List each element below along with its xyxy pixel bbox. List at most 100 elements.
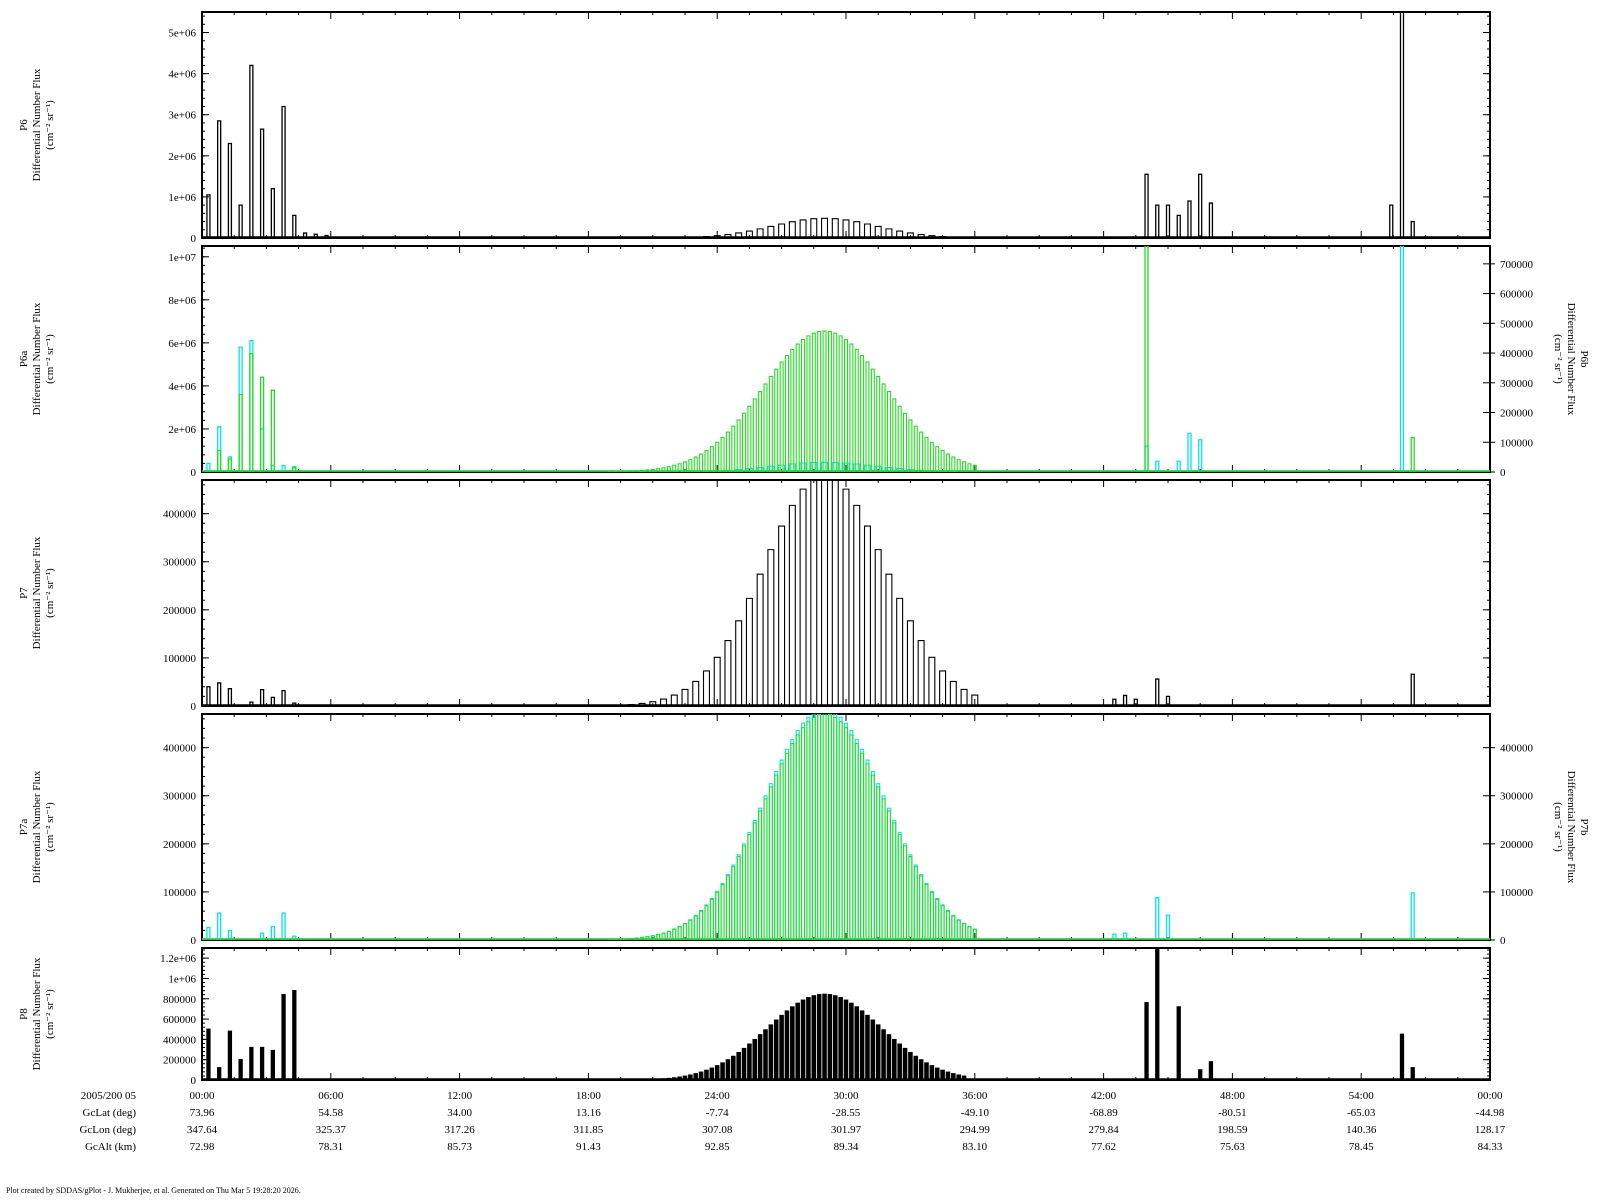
spike [259,932,265,940]
ephemeris-value: 279.84 [1088,1124,1119,1136]
pulse [756,466,764,472]
spike [249,64,254,238]
pulse [863,525,871,706]
ephemeris-value: 311.85 [573,1124,603,1136]
pulse [892,398,897,472]
spike [1122,694,1128,706]
bar [849,1002,854,1080]
spike [227,142,233,238]
pulse [935,446,940,472]
pulse [774,774,779,940]
spike [1399,246,1405,472]
spike [1144,1002,1149,1080]
y-tick-label: 400000 [163,509,197,521]
pulse [874,225,882,238]
pulse [752,398,757,472]
pulse [940,450,945,472]
bar [747,1043,752,1080]
spike [227,929,233,940]
pulse [896,597,904,706]
time-tick-label: 30:00 [833,1090,859,1102]
pulse [885,573,893,706]
right-axis-label-line: P6b [1578,350,1590,368]
bar [688,1074,693,1080]
bar [720,1062,725,1080]
pulse [661,932,666,940]
y-tick-label: 4e+06 [168,69,196,81]
left-axis-label-line: (cm⁻² sr⁻¹) [44,334,56,384]
pulse [767,549,775,706]
pulse [640,469,645,472]
pulse [756,228,764,238]
spike [270,188,275,238]
pulse [617,704,625,706]
pulse [870,774,875,940]
spike [249,701,254,706]
pulse [747,405,752,472]
pulse [767,465,775,472]
ephemeris-value: 140.36 [1346,1124,1377,1136]
pulse [713,235,721,238]
y2-tick-label: 0 [1500,467,1506,479]
time-tick-label: 36:00 [962,1090,988,1102]
pulse [704,905,709,940]
pulse [692,680,700,706]
pulse [629,937,634,940]
pulse [784,354,789,472]
left-axis-label-line: (cm⁻² sr⁻¹) [44,568,56,618]
bar [811,995,817,1080]
plot-footer: Plot created by SDDAS/gPlot - J. Mukherj… [6,1186,301,1195]
pulse [756,573,764,706]
time-tick-label: 18:00 [576,1090,602,1102]
spike [238,1059,243,1080]
pulse [929,891,934,940]
series-0 [202,714,1490,940]
pulse [897,405,902,472]
bar [650,1079,656,1080]
left-axis-label-line: (cm⁻² sr⁻¹) [44,989,56,1039]
bar [934,1067,940,1080]
pulse [962,923,967,940]
y2-tick-label: 600000 [1500,289,1534,301]
spike [313,233,318,238]
pulse [908,419,913,472]
pulse [967,926,972,940]
y-tick-label: 200000 [163,605,197,617]
spike [292,702,297,706]
pulse [833,332,838,472]
bar [956,1074,961,1080]
pulse [806,335,811,472]
pulse [881,383,886,472]
pulse [715,891,720,940]
y-tick-label: 0 [191,467,197,479]
pulse [945,910,950,940]
pulse [928,235,936,238]
pulse [940,905,945,940]
time-tick-label: 00:00 [189,1090,215,1102]
pulse [699,910,704,940]
spike [206,686,211,706]
pulse [784,752,789,940]
pulse [779,361,784,472]
pulse [666,466,671,472]
pulse [778,464,786,472]
spike [1208,202,1214,238]
spike [1187,200,1192,238]
panel-frame [201,713,1491,941]
pulse [699,453,704,472]
spike [1399,12,1405,238]
spike [217,912,222,940]
ephemeris-value: -28.55 [832,1107,861,1119]
bar [902,1047,908,1080]
pulse [821,217,829,238]
pulse [731,866,736,940]
pulse [881,798,886,940]
y-tick-label: 800000 [163,994,197,1006]
pulse [939,235,947,238]
spike [281,105,286,238]
pulse [956,919,961,940]
pulse [917,640,925,706]
pulse [666,930,671,940]
ephemeris-row-label: GcLat (deg) [83,1107,137,1119]
spike [270,696,275,706]
